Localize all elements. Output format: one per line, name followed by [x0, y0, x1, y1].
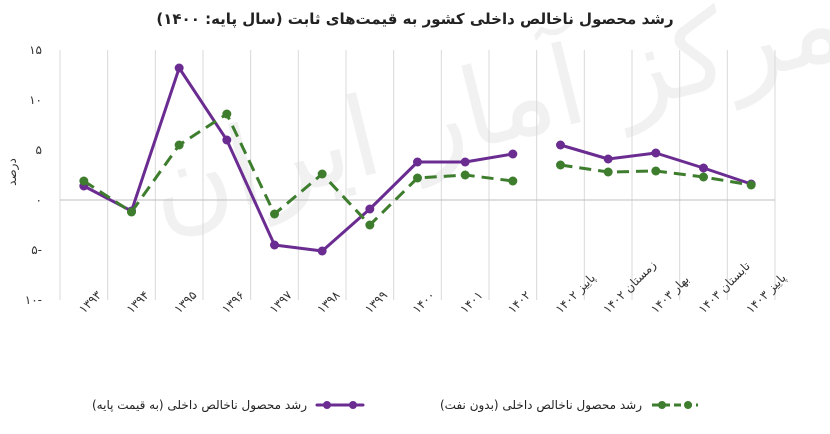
- data-point-series-1: [270, 209, 279, 219]
- legend-swatch-nonoil: [652, 401, 699, 409]
- data-point-series-1: [222, 109, 232, 119]
- data-point-series-1: [556, 160, 565, 170]
- legend-swatch-gdp: [315, 401, 365, 409]
- y-tick-label: ۵: [36, 143, 42, 157]
- x-tick-label: ۱۳۹۴: [124, 288, 152, 316]
- x-tick-label: ۱۳۹۸: [314, 288, 343, 317]
- x-tick-label: پاییز ۱۴۰۲: [553, 271, 599, 317]
- data-point-series-1: [413, 173, 422, 183]
- data-point-series-1: [127, 207, 136, 217]
- data-point-series-0: [317, 246, 327, 256]
- y-tick-label: ۱۰: [29, 93, 42, 107]
- x-tick-label: ۱۳۹۷: [267, 288, 296, 317]
- data-point-series-0: [413, 157, 422, 167]
- x-tick-label: ۱۴۰۱: [457, 288, 485, 316]
- legend: رشد محصول ناخالص داخلی (به قیمت پایه) رش…: [0, 398, 830, 422]
- data-point-series-1: [365, 220, 375, 230]
- data-point-series-0: [270, 240, 279, 250]
- data-point-series-0: [603, 154, 613, 164]
- data-point-series-0: [556, 140, 565, 150]
- y-tick-label: ۰: [36, 193, 42, 207]
- y-tick-label: ۱۰-: [25, 293, 42, 307]
- x-tick-label: ۱۳۹۶: [219, 288, 247, 316]
- data-point-series-0: [508, 149, 518, 159]
- chart-title: رشد محصول ناخالص داخلی کشور به قیمت‌های …: [156, 10, 674, 28]
- x-tick-label: ۱۳۹۵: [171, 288, 199, 316]
- x-tick-label: ۱۳۹۹: [362, 288, 390, 316]
- data-point-series-1: [317, 169, 327, 179]
- data-point-series-1: [651, 166, 661, 176]
- data-point-series-0: [651, 148, 661, 158]
- x-tick-label: ۱۴۰۰: [410, 288, 438, 316]
- x-tick-label: ۱۴۰۲: [505, 288, 533, 316]
- data-point-series-0: [699, 163, 708, 173]
- legend-item-nonoil: رشد محصول ناخالص داخلی (بدون نفت): [440, 398, 700, 412]
- data-point-series-1: [460, 170, 470, 180]
- x-tick-label: بهار ۱۴۰۳: [648, 272, 692, 316]
- legend-label-nonoil: رشد محصول ناخالص داخلی (بدون نفت): [440, 398, 643, 412]
- y-tick-label: ۱۵: [29, 43, 42, 57]
- x-tick-label: ۱۳۹۳: [76, 288, 105, 317]
- data-point-series-0: [222, 135, 232, 145]
- data-point-series-1: [699, 172, 708, 182]
- data-point-series-0: [365, 204, 375, 214]
- data-point-series-1: [603, 167, 613, 177]
- legend-item-gdp: رشد محصول ناخالص داخلی (به قیمت پایه): [92, 398, 365, 412]
- series-line-1: [82, 112, 752, 227]
- y-tick-label: ۵-: [31, 243, 42, 257]
- data-point-series-1: [79, 176, 89, 186]
- data-point-series-1: [174, 140, 184, 150]
- data-point-series-1: [746, 180, 756, 190]
- legend-label-gdp: رشد محصول ناخالص داخلی (به قیمت پایه): [92, 398, 308, 412]
- data-point-series-0: [460, 157, 470, 167]
- data-point-series-0: [174, 63, 184, 73]
- data-point-series-1: [508, 176, 518, 186]
- x-tick-label: پاییز ۱۴۰۳: [743, 271, 789, 317]
